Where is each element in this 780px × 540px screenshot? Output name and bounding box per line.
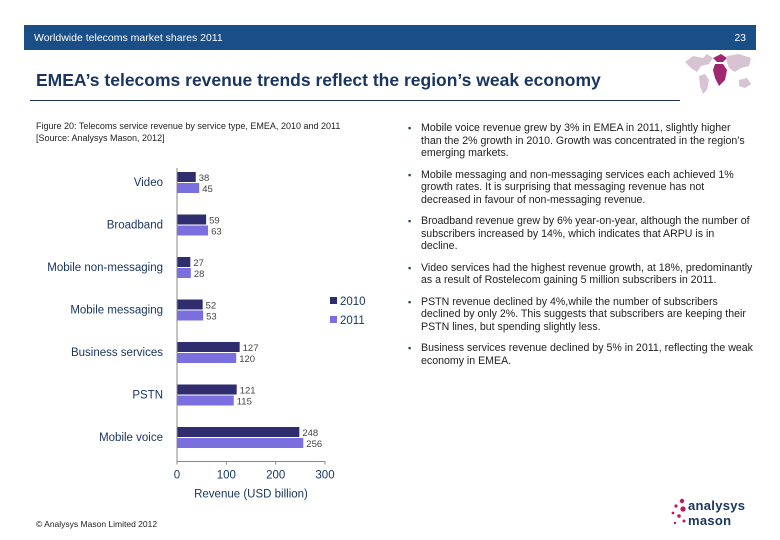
bullet-list: ▪ Mobile voice revenue grew by 3% in EMEA… <box>408 122 753 376</box>
bar-2010 <box>177 214 207 225</box>
bullet-text: PSTN revenue declined by 4%,while the nu… <box>421 295 746 333</box>
header-bar: Worldwide telecoms market shares 2011 23 <box>24 25 756 50</box>
legend-swatch-2010 <box>330 297 337 304</box>
x-tick-label: 0 <box>174 470 180 482</box>
title-divider <box>30 100 680 101</box>
data-label: 120 <box>239 354 255 365</box>
logo-word-1: analysys <box>688 498 746 513</box>
legend-swatch-2011 <box>330 316 337 323</box>
bullet-text: Broadband revenue grew by 6% year-on-yea… <box>421 215 750 252</box>
copyright-text: © Analysys Mason Limited 2012 <box>36 519 158 529</box>
figure-caption: Figure 20: Telecoms service revenue by s… <box>36 121 381 144</box>
bar-2011 <box>177 268 191 278</box>
header-title: Worldwide telecoms market shares 2011 <box>34 31 223 44</box>
data-label: 28 <box>194 269 205 280</box>
data-label: 121 <box>240 386 256 397</box>
data-label: 38 <box>199 173 210 184</box>
category-label: Business services <box>71 347 163 359</box>
x-tick-label: 300 <box>315 470 334 482</box>
data-label: 256 <box>306 439 322 450</box>
analysys-mason-logo: analysys mason <box>668 496 758 532</box>
data-label: 53 <box>206 312 217 323</box>
bullet-marker: ▪ <box>408 216 412 226</box>
bar-2011 <box>177 353 237 363</box>
bar-2010 <box>177 299 203 310</box>
data-label: 27 <box>193 258 204 269</box>
bullet-item: ▪ Video services had the highest revenue … <box>408 262 753 287</box>
bullet-text: Business services revenue declined by 5%… <box>421 342 753 367</box>
bullet-item: ▪ PSTN revenue declined by 4%,while the n… <box>408 296 753 334</box>
bar-2011 <box>177 225 209 236</box>
bullet-marker: ▪ <box>408 123 412 133</box>
bullet-item: ▪ Business services revenue declined by 5… <box>408 342 753 367</box>
bullet-marker: ▪ <box>408 262 412 273</box>
x-tick-label: 200 <box>266 470 285 482</box>
category-label: PSTN <box>132 390 163 402</box>
category-label: Video <box>134 177 163 189</box>
bullet-item: ▪ Broadband revenue grew by 6% year-on-ye… <box>408 215 753 253</box>
page-number: 23 <box>734 31 746 44</box>
legend-label: 2010 <box>340 296 366 308</box>
bar-2011 <box>177 395 234 406</box>
category-label: Broadband <box>107 220 163 232</box>
world-map-icon <box>685 54 751 94</box>
bar-2011 <box>177 438 304 448</box>
data-label: 63 <box>211 227 222 238</box>
logo-dots-icon <box>671 498 686 525</box>
bullet-marker: ▪ <box>408 169 412 180</box>
x-tick-label: 100 <box>217 470 236 482</box>
data-label: 45 <box>202 184 213 195</box>
data-label: 248 <box>302 428 318 439</box>
bullet-text: Mobile messaging and non-messaging servi… <box>421 168 734 206</box>
data-label: 127 <box>243 343 259 354</box>
bar-2010 <box>177 342 240 352</box>
data-label: 52 <box>206 301 217 312</box>
bar-2010 <box>177 172 196 182</box>
bullet-item: ▪ Mobile messaging and non-messaging serv… <box>408 169 753 207</box>
slide-title: EMEA’s telecoms revenue trends reflect t… <box>36 70 601 90</box>
bar-2011 <box>177 183 200 193</box>
data-label: 115 <box>237 397 252 408</box>
bar-2010 <box>177 384 237 395</box>
bullet-text: Mobile voice revenue grew by 3% in EMEA … <box>421 122 745 159</box>
bar-2010 <box>177 257 191 267</box>
data-label: 59 <box>209 216 220 227</box>
bullet-marker: ▪ <box>408 343 412 353</box>
bullet-text: Video services had the highest revenue g… <box>421 261 753 287</box>
figure-caption-source: [Source: Analysys Mason, 2012] <box>36 132 165 143</box>
logo-word-2: mason <box>688 513 732 528</box>
bullet-item: ▪ Mobile voice revenue grew by 3% in EMEA… <box>408 122 753 160</box>
x-axis-title: Revenue (USD billion) <box>194 489 308 501</box>
category-label: Mobile voice <box>99 432 163 444</box>
category-label: Mobile non-messaging <box>47 262 163 274</box>
bullet-marker: ▪ <box>408 296 412 307</box>
bar-2010 <box>177 427 300 437</box>
figure-caption-title: Figure 20: Telecoms service revenue by s… <box>36 121 341 131</box>
bar-2011 <box>177 310 204 321</box>
category-label: Mobile messaging <box>70 305 163 317</box>
legend-label: 2011 <box>340 315 365 327</box>
